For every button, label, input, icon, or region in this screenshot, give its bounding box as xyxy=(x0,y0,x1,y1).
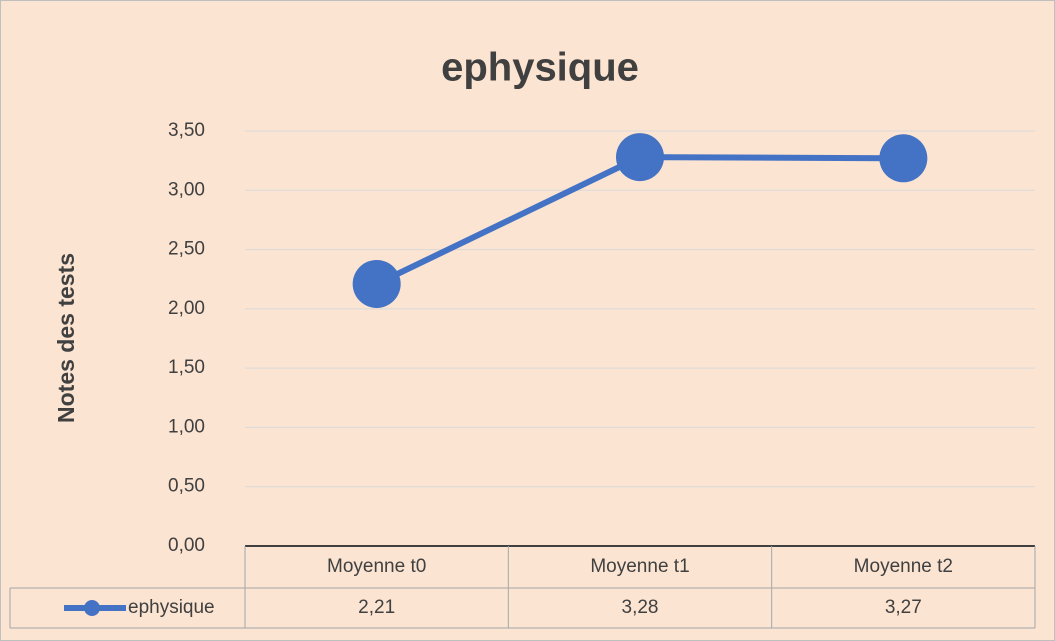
legend-label: ephysique xyxy=(128,597,215,618)
marker xyxy=(879,134,928,183)
y-tick-label: 2,50 xyxy=(168,239,205,260)
y-tick-label: 3,00 xyxy=(168,179,205,200)
y-tick-label: 3,50 xyxy=(168,120,205,141)
x-tick-label: Moyenne t2 xyxy=(854,556,953,577)
marker xyxy=(352,259,401,308)
chart-title: ephysique xyxy=(441,46,639,90)
y-tick-label: 1,50 xyxy=(168,357,205,378)
x-tick-label: Moyenne t0 xyxy=(327,556,426,577)
y-tick-label: 2,00 xyxy=(168,298,205,319)
data-table-value: 3,28 xyxy=(622,597,659,618)
y-tick-label: 0,50 xyxy=(168,476,205,497)
y-tick-label: 0,00 xyxy=(168,535,205,556)
data-table-value: 2,21 xyxy=(358,597,395,618)
y-axis-label: Notes des tests xyxy=(53,253,79,423)
marker xyxy=(616,133,664,182)
data-table-value: 3,27 xyxy=(885,597,922,618)
x-tick-label: Moyenne t1 xyxy=(590,556,689,577)
legend-marker xyxy=(84,600,100,616)
y-tick-label: 1,00 xyxy=(168,416,205,437)
